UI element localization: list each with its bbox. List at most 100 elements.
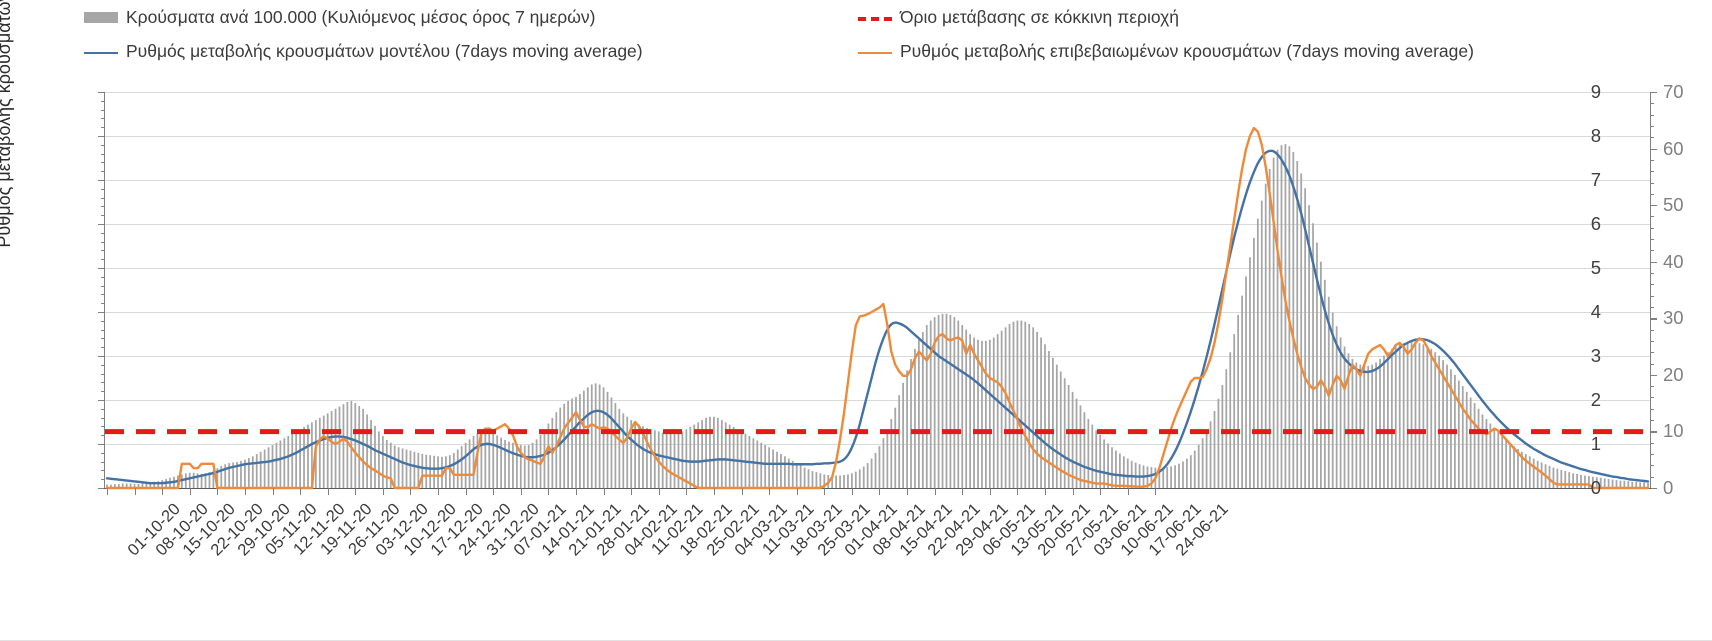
bar: [902, 382, 904, 488]
bar: [1473, 403, 1476, 488]
tick-mark: [1650, 431, 1657, 433]
bar: [819, 473, 822, 488]
bar: [1410, 342, 1413, 488]
bar: [945, 313, 948, 488]
bar: [910, 359, 912, 488]
bar: [1055, 364, 1058, 488]
bar: [1335, 326, 1338, 488]
bar: [1201, 438, 1204, 488]
bar: [1461, 386, 1464, 488]
x-tick-mark: [603, 488, 605, 495]
tick-mark: [101, 250, 105, 252]
x-tick-mark: [1155, 488, 1157, 495]
bar: [456, 449, 459, 488]
line-swatch-icon: [858, 51, 892, 54]
bar: [953, 317, 956, 488]
bar: [772, 449, 774, 488]
tick-mark: [101, 303, 105, 305]
bar: [1528, 456, 1531, 488]
tick-mark: [101, 241, 105, 243]
bar: [216, 468, 219, 488]
bar: [649, 429, 652, 488]
bar: [985, 340, 987, 488]
bar: [141, 483, 144, 488]
bar: [1379, 359, 1381, 488]
bar: [1099, 434, 1102, 488]
bar: [527, 445, 530, 488]
bar: [854, 471, 857, 488]
bar: [492, 433, 495, 488]
legend-item-confirmed-rate[interactable]: Ρυθμός μεταβολής επιβεβαιωμένων κρουσμάτ…: [858, 42, 1474, 61]
tick-mark: [1650, 171, 1654, 173]
tick-mark: [101, 373, 105, 375]
bar: [575, 396, 577, 488]
bar: [110, 484, 112, 488]
y-axis-right-tick-label: 0: [1663, 476, 1674, 498]
bar: [661, 432, 664, 488]
legend-item-threshold[interactable]: Όριο μετάβασης σε κόκκινη περιοχή: [858, 8, 1179, 27]
bar: [1599, 477, 1602, 488]
bar: [709, 416, 711, 488]
chart-legend: Κρούσματα ανά 100.000 (Κυλιόμενος μέσος …: [0, 0, 1712, 72]
bar: [1292, 151, 1295, 488]
tick-mark: [1650, 465, 1654, 467]
bar: [630, 420, 633, 488]
bar: [642, 426, 644, 488]
tick-mark: [1650, 352, 1654, 354]
tick-mark: [1650, 386, 1654, 388]
bar: [653, 430, 656, 488]
bar: [567, 400, 569, 488]
bar: [125, 483, 128, 488]
bar: [1611, 479, 1614, 488]
tick-mark: [1650, 148, 1657, 150]
bar: [381, 435, 384, 488]
tick-mark: [1650, 193, 1654, 195]
tick-mark: [98, 444, 105, 446]
bar: [295, 431, 298, 488]
tick-mark: [1650, 239, 1654, 241]
tick-mark: [1650, 363, 1654, 365]
bar: [1044, 344, 1046, 488]
bar: [117, 484, 120, 488]
bar: [606, 391, 609, 488]
bar: [1355, 362, 1358, 488]
bar: [1398, 344, 1401, 488]
tick-mark: [1650, 227, 1654, 229]
bar: [1170, 466, 1173, 488]
bar: [137, 484, 140, 488]
tick-mark: [1650, 397, 1654, 399]
bar: [1134, 462, 1137, 488]
bar: [247, 458, 250, 488]
bar: [1647, 482, 1649, 488]
legend-item-model-rate[interactable]: Ρυθμός μεταβολής κρουσμάτων μοντέλου (7d…: [84, 42, 643, 61]
bar: [1237, 314, 1240, 488]
bar: [1450, 369, 1452, 488]
x-tick-mark: [162, 488, 164, 495]
bar: [484, 430, 487, 488]
tick-mark: [101, 171, 105, 173]
bar: [1107, 443, 1109, 488]
bar: [1308, 205, 1310, 488]
y-axis-right-tick-label: 50: [1663, 193, 1684, 215]
bar: [1091, 424, 1094, 488]
bar: [149, 482, 152, 488]
tick-mark: [1650, 261, 1657, 263]
bar: [244, 459, 246, 488]
bar: [1111, 447, 1113, 488]
tick-mark: [101, 100, 105, 102]
bar: [1363, 365, 1366, 488]
bar: [783, 456, 786, 488]
bar: [366, 414, 368, 488]
bar: [906, 370, 908, 488]
bar: [929, 320, 932, 488]
gridline: [105, 92, 1650, 93]
legend-item-cases-bars[interactable]: Κρούσματα ανά 100.000 (Κυλιόμενος μέσος …: [84, 8, 595, 27]
bar: [862, 466, 865, 488]
bar: [1509, 442, 1511, 488]
x-tick-mark: [327, 488, 329, 495]
tick-mark: [1650, 114, 1654, 116]
bar: [330, 411, 333, 488]
bar: [512, 442, 514, 488]
bar: [259, 451, 262, 488]
bar: [776, 451, 778, 488]
